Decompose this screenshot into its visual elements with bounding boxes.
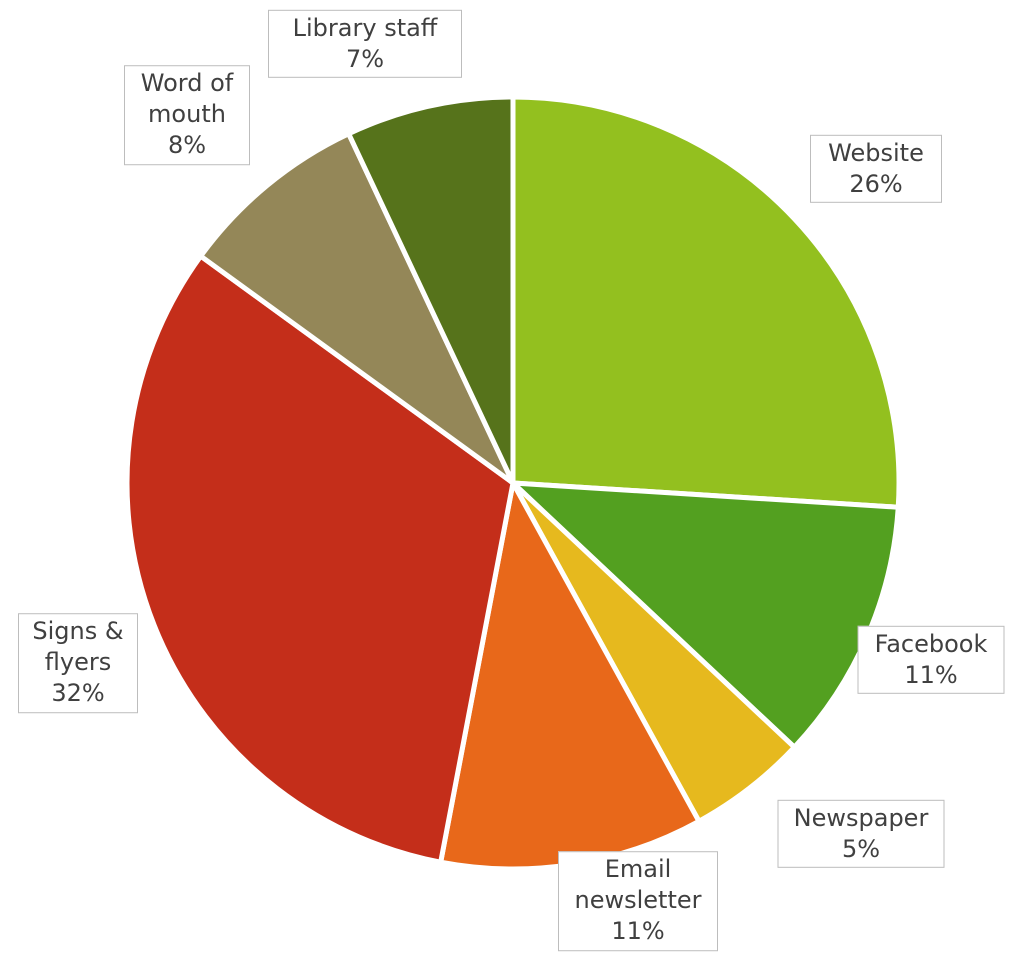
data-label: Facebook 11% xyxy=(857,625,1005,695)
value-label: 5% xyxy=(841,835,881,863)
category-label: Library staff xyxy=(292,13,438,42)
data-label: Library staff 7% xyxy=(268,9,462,79)
category-label: Signs & flyers xyxy=(32,617,124,677)
value-label: 11% xyxy=(904,661,958,689)
pie-slice xyxy=(346,94,516,486)
value-label: 32% xyxy=(51,679,105,708)
category-label: Facebook xyxy=(874,629,988,658)
data-label: Website 26% xyxy=(810,134,942,204)
pie-slice xyxy=(124,253,516,865)
category-label: Newspaper xyxy=(793,803,929,832)
data-label: Signs & flyers 32% xyxy=(18,613,138,713)
category-label: Email newsletter xyxy=(574,855,702,915)
value-label: 8% xyxy=(167,131,207,160)
value-label: 11% xyxy=(611,917,665,946)
category-label: Website xyxy=(828,138,924,167)
pie-slice xyxy=(510,94,902,510)
data-label: Word of mouth 8% xyxy=(124,65,250,165)
category-label: Word of mouth xyxy=(140,69,234,129)
data-label: Email newsletter 11% xyxy=(558,851,718,951)
value-label: 26% xyxy=(849,170,903,198)
data-label: Newspaper 5% xyxy=(777,799,945,869)
value-label: 7% xyxy=(345,45,385,73)
pie-slice xyxy=(198,131,516,486)
